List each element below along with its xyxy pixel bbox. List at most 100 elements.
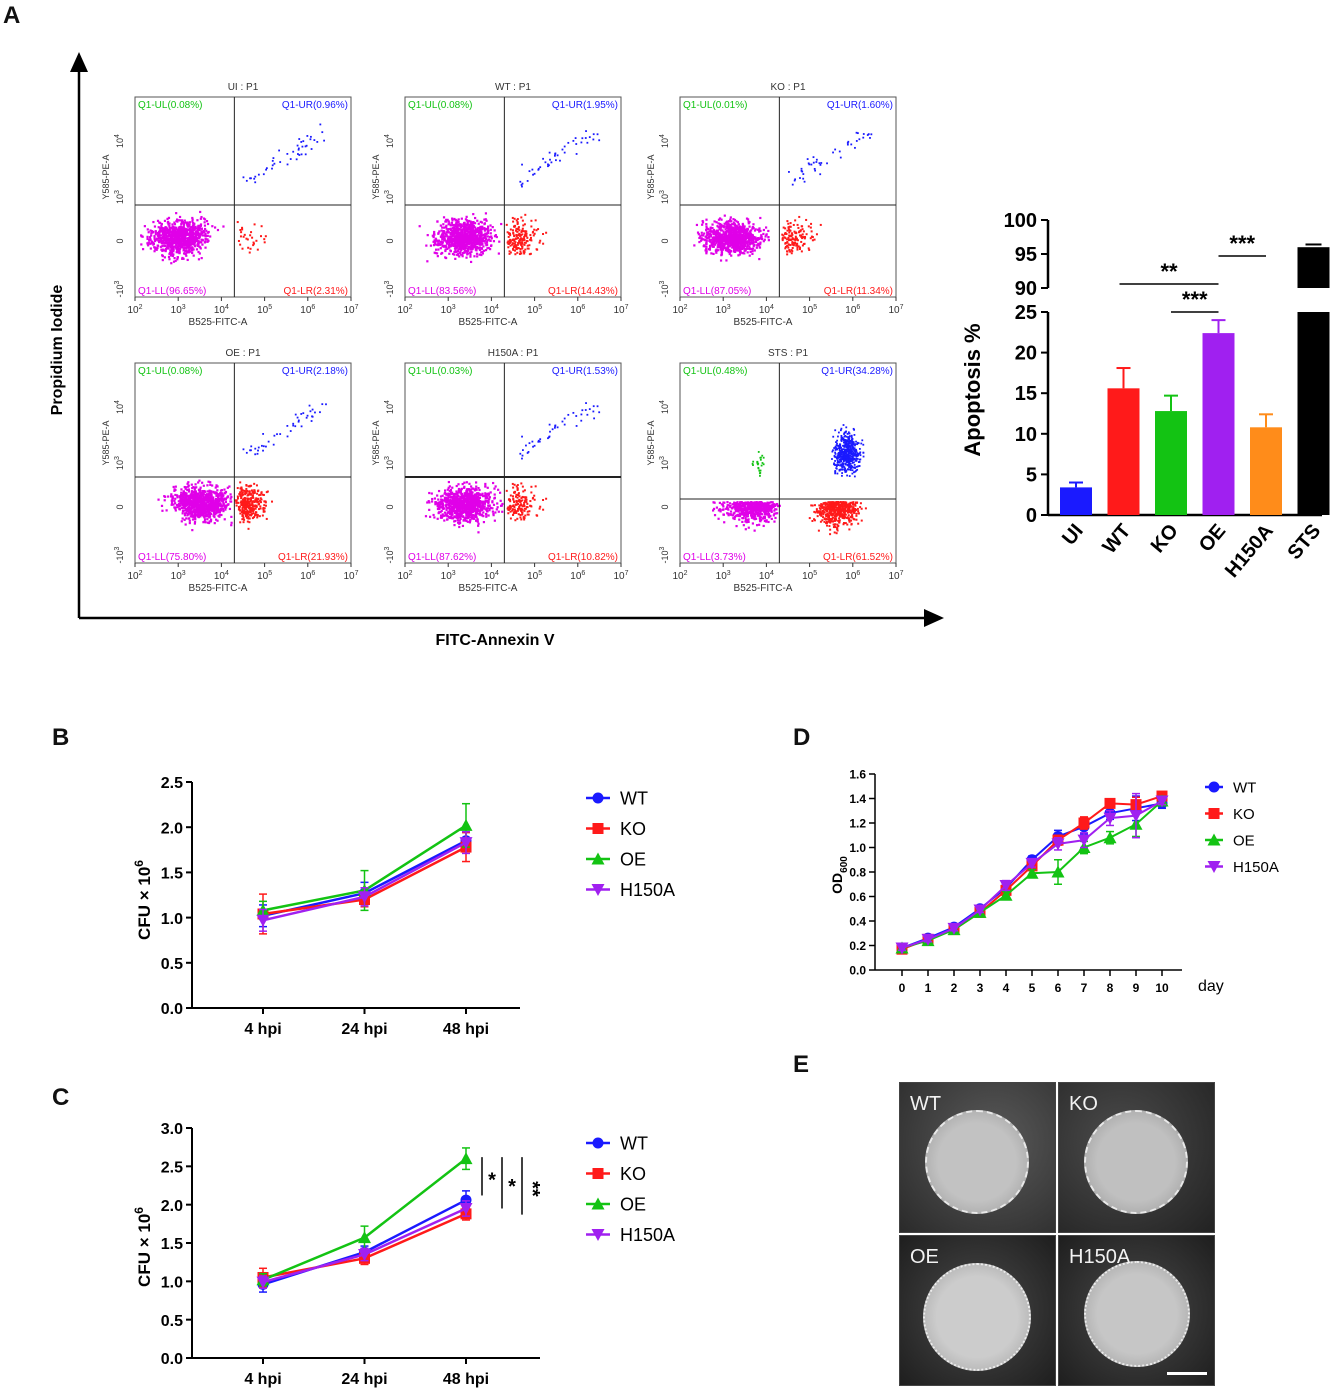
- flow-dot-ll: [191, 510, 193, 512]
- flow-dot-ur: [292, 151, 294, 153]
- flow-dot-lr: [794, 239, 796, 241]
- flow-dot-lr: [243, 509, 245, 511]
- flow-dot-ll: [182, 240, 184, 242]
- flow-dot-lr: [245, 511, 247, 513]
- flow-dot-ll: [474, 226, 476, 228]
- flow-dot-ll: [168, 258, 170, 260]
- flow-dot-lr: [791, 232, 793, 234]
- flow-dot-ll: [178, 232, 180, 234]
- flow-dot-ur: [788, 171, 790, 173]
- flow-plot-title: OE : P1: [225, 348, 260, 359]
- y-tick-label: -103: [384, 280, 395, 297]
- flow-dot-lr: [516, 235, 518, 237]
- flow-dot-ur: [243, 176, 245, 178]
- flow-dot-ll: [204, 496, 206, 498]
- flow-dot-ur: [310, 136, 312, 138]
- flow-dot-ll: [220, 490, 222, 492]
- flow-dot-ur: [301, 153, 303, 155]
- x-tick-label: 105: [527, 304, 542, 316]
- flow-dot-ll: [186, 251, 188, 253]
- flow-dot-ll: [709, 240, 711, 242]
- flow-dot-ll: [443, 519, 445, 521]
- flow-dot-ll: [171, 253, 173, 255]
- flow-dot-ur: [312, 409, 314, 411]
- flow-dot-ll: [752, 226, 754, 228]
- flow-dot-ll: [176, 220, 178, 222]
- x-tick-label: 107: [613, 304, 628, 316]
- flow-dot-ll: [216, 509, 218, 511]
- flow-dot-ll: [718, 219, 720, 221]
- x-tick-label: 103: [171, 304, 186, 316]
- y-tick-label: 0: [115, 504, 125, 509]
- flow-dot-ll: [441, 252, 443, 254]
- flow-dot-lr: [265, 235, 267, 237]
- flow-dot-ll: [457, 220, 459, 222]
- flow-dot-ll: [206, 241, 208, 243]
- flow-dot-ll: [201, 510, 203, 512]
- flow-dot-ur: [557, 154, 559, 156]
- flow-dot-ll: [161, 254, 163, 256]
- flow-dot-ll: [185, 247, 187, 249]
- flow-dot-ur: [554, 155, 556, 157]
- x-tick-label: 102: [672, 304, 687, 316]
- flow-dot-ur: [802, 178, 804, 180]
- flow-dot-ll: [739, 238, 741, 240]
- x-tick-label: 106: [570, 304, 585, 316]
- flow-dot-ll: [758, 230, 760, 232]
- flow-dot-lr: [524, 244, 526, 246]
- quadrant-lr-label: Q1-LR(11.34%): [824, 286, 893, 297]
- flow-dot-ll: [702, 234, 704, 236]
- flow-dot-lr: [250, 493, 252, 495]
- flow-dot-ll: [754, 229, 756, 231]
- flow-dot-ll: [214, 512, 216, 514]
- flow-dot-lr: [530, 253, 532, 255]
- flow-dot-ll: [709, 233, 711, 235]
- flow-dot-lr: [786, 220, 788, 222]
- flow-dot-ur: [302, 146, 304, 148]
- flow-dot-ll: [484, 222, 486, 224]
- flow-dot-ll: [752, 243, 754, 245]
- flow-dot-ur: [321, 131, 323, 133]
- flow-dot-ll: [478, 241, 480, 243]
- flow-dot-lr: [515, 228, 517, 230]
- flow-dot-ll: [175, 233, 177, 235]
- flow-dot-ll: [713, 231, 715, 233]
- flow-dot-lr: [258, 503, 260, 505]
- flow-dot-lr: [264, 241, 266, 243]
- flow-dot-ll: [147, 228, 149, 230]
- flow-dot-ll: [751, 248, 753, 250]
- flow-dot-ll: [190, 248, 192, 250]
- flow-dot-ll: [476, 220, 478, 222]
- flow-dot-lr: [251, 497, 253, 499]
- flow-dot-lr: [243, 506, 245, 508]
- flow-dot-ll: [448, 222, 450, 224]
- flow-dot-ur: [254, 453, 256, 455]
- flow-dot-ll: [194, 483, 196, 485]
- y-tick-label: 104: [114, 134, 125, 148]
- flow-dot-lr: [518, 247, 520, 249]
- flow-dot-lr: [532, 231, 534, 233]
- flow-dot-ll: [153, 235, 155, 237]
- flow-dot-ll: [487, 230, 489, 232]
- flow-dot-ll: [175, 509, 177, 511]
- flow-dot-lr: [239, 244, 241, 246]
- flow-dot-lr: [261, 491, 263, 493]
- flow-dot-ll: [733, 228, 735, 230]
- flow-dot-ll: [194, 245, 196, 247]
- flow-dot-ll: [195, 238, 197, 240]
- flow-dot-lr: [545, 232, 547, 234]
- plot-x-axis-label: B525-FITC-A: [459, 317, 518, 328]
- flow-dot-ll: [197, 493, 199, 495]
- flow-dot-ll: [705, 219, 707, 221]
- flow-dot-ll: [190, 513, 192, 515]
- flow-dot-ll: [168, 227, 170, 229]
- flow-dot-ll: [465, 257, 467, 259]
- flow-dot-ur: [567, 142, 569, 144]
- flow-dot-ur: [549, 159, 551, 161]
- flow-dot-ll: [724, 215, 726, 217]
- flow-dot-ll: [167, 239, 169, 241]
- flow-dot-ll: [490, 232, 492, 234]
- flow-dot-lr: [526, 237, 528, 239]
- flow-dot-ll: [162, 248, 164, 250]
- flow-dot-ll: [176, 504, 178, 506]
